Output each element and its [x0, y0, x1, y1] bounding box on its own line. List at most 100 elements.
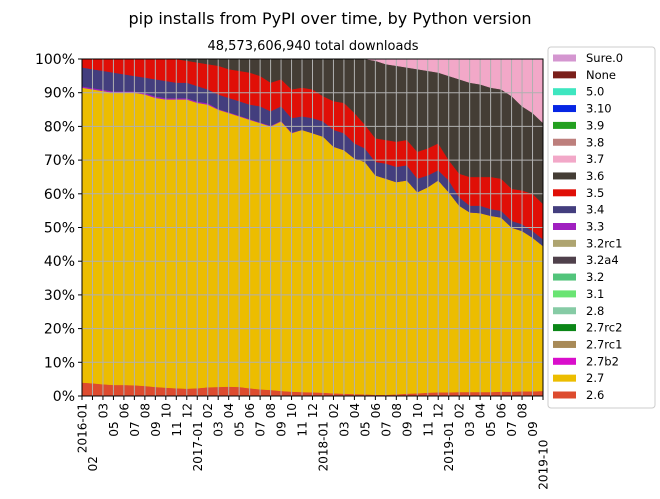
legend-swatch [553, 324, 576, 332]
legend-swatch [553, 391, 576, 399]
y-tick-label: 20% [44, 322, 75, 338]
legend-item: 2.7b2 [553, 354, 619, 368]
legend-swatch [553, 54, 576, 62]
legend-swatch [553, 239, 576, 247]
legend-item: 3.2 [553, 270, 604, 284]
y-tick-label: 100% [35, 52, 75, 68]
legend-label: 3.1 [586, 287, 604, 301]
legend-label: 3.10 [586, 102, 612, 116]
x-tick-label: 05 [358, 421, 372, 436]
legend-item: 3.7 [553, 152, 604, 166]
legend-swatch [553, 206, 576, 214]
y-tick-label: 40% [44, 254, 75, 270]
legend-swatch [553, 138, 576, 146]
legend-item: 2.7rc2 [553, 321, 622, 335]
x-tick-label: 03 [212, 421, 226, 436]
legend-swatch [553, 290, 576, 298]
legend-label: 2.7 [586, 371, 604, 385]
x-tick-label: 11 [170, 421, 184, 436]
x-tick-label: 02 [327, 403, 341, 418]
y-axis: 0% 10% 20% 30% 40% 50% 60% 70% 80% 90% 100% [35, 52, 82, 405]
legend-label: Sure.0 [586, 51, 623, 65]
legend-item: 2.7 [553, 371, 604, 385]
legend-label: 2.6 [586, 388, 604, 402]
legend-item: None [553, 68, 616, 82]
legend-label: 2.8 [586, 304, 604, 318]
x-tick-label: 07 [254, 421, 268, 436]
chart-subtitle: 48,573,606,940 total downloads [207, 39, 418, 54]
legend-item: 3.4 [553, 203, 604, 217]
x-tick-label: 03 [96, 403, 110, 418]
x-tick-label: 12 [432, 403, 446, 418]
x-tick-label: 07 [505, 421, 519, 436]
legend-label: 2.7b2 [586, 354, 619, 368]
x-tick-label: 12 [180, 403, 194, 418]
x-tick-label: 02 [86, 456, 100, 471]
x-tick-label: 2019-01 [442, 421, 456, 471]
legend-item: 3.3 [553, 220, 604, 234]
legend-swatch [553, 357, 576, 365]
x-tick-label: 08 [516, 403, 530, 418]
legend-item: 2.7rc1 [553, 337, 622, 351]
x-tick-label: 2018-01 [316, 421, 330, 471]
x-tick-label: 08 [390, 403, 404, 418]
x-tick-label: 2017-01 [191, 421, 205, 471]
y-tick-label: 70% [44, 153, 75, 169]
legend-item: 3.5 [553, 186, 604, 200]
legend-item: 3.10 [553, 102, 612, 116]
legend-swatch [553, 273, 576, 281]
legend-item: 3.2rc1 [553, 236, 622, 250]
legend-item: 2.8 [553, 304, 604, 318]
x-tick-label: 02 [201, 403, 215, 418]
legend-swatch [553, 88, 576, 96]
legend-label: 3.4 [586, 203, 604, 217]
x-tick-label: 09 [275, 421, 289, 436]
legend-item: 3.9 [553, 118, 604, 132]
x-tick-label: 2019-10 [537, 440, 551, 490]
x-tick-label: 05 [233, 421, 247, 436]
x-tick-label: 03 [337, 421, 351, 436]
x-tick-label: 10 [159, 403, 173, 418]
legend-item: 5.0 [553, 85, 604, 99]
x-axis: 2016-01 02 03 05 06 07 08 09 10 11 12 2017-01 02 03 04… [76, 396, 551, 490]
legend-swatch [553, 223, 576, 230]
y-tick-label: 50% [44, 221, 75, 237]
legend-swatch [553, 121, 576, 129]
legend-label: 3.5 [586, 186, 604, 200]
x-tick-label: 11 [296, 421, 310, 436]
legend-label: 5.0 [586, 85, 604, 99]
y-tick-label: 80% [44, 119, 75, 135]
x-tick-label: 2016-01 [76, 403, 90, 453]
legend-label: 2.7rc1 [586, 337, 622, 351]
x-tick-label: 05 [107, 421, 121, 436]
legend-label: None [586, 68, 616, 82]
x-tick-label: 04 [474, 403, 488, 418]
legend-swatch [553, 374, 576, 382]
legend-swatch [553, 105, 576, 113]
x-tick-label: 06 [243, 403, 257, 418]
y-tick-label: 30% [44, 288, 75, 304]
x-tick-label: 09 [400, 421, 414, 436]
legend-label: 3.2rc1 [586, 236, 622, 250]
y-tick-label: 10% [44, 355, 75, 371]
x-tick-label: 09 [149, 421, 163, 436]
x-tick-label: 07 [379, 421, 393, 436]
legend-label: 3.7 [586, 152, 604, 166]
legend-item: 3.6 [553, 169, 604, 183]
legend-item: Sure.0 [553, 51, 623, 65]
x-tick-label: 06 [117, 403, 131, 418]
legend-label: 3.9 [586, 118, 604, 132]
legend: Sure.0 None 5.0 3.10 3.9 3.8 3.7 3.6 3.5 3.4 3.3 3.… [547, 46, 656, 409]
legend-label: 3.8 [586, 135, 604, 149]
y-tick-label: 60% [44, 187, 75, 203]
x-tick-label: 09 [526, 421, 540, 436]
legend-label: 3.2 [586, 270, 604, 284]
x-tick-label: 10 [285, 403, 299, 418]
x-tick-label: 04 [348, 403, 362, 418]
x-tick-label: 11 [421, 421, 435, 436]
legend-swatch [553, 155, 576, 163]
x-tick-label: 05 [484, 421, 498, 436]
x-tick-label: 06 [369, 403, 383, 418]
legend-swatch [553, 189, 576, 197]
